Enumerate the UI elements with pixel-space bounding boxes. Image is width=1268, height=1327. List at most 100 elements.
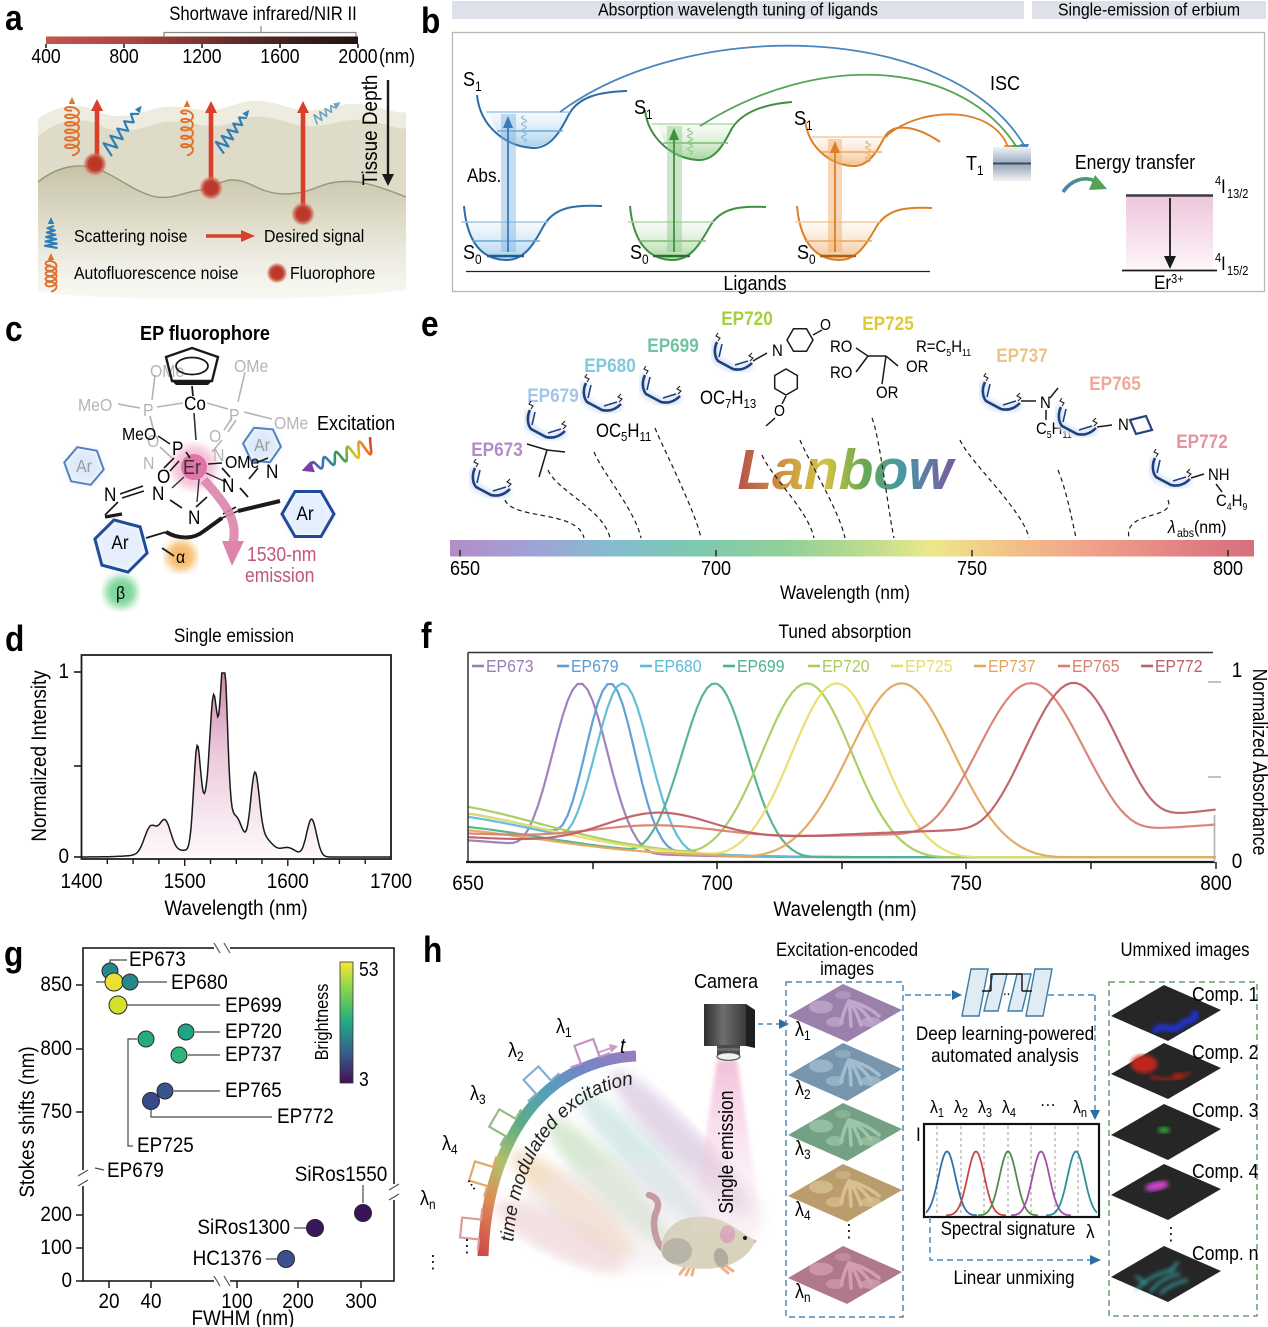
svg-text:N: N (1040, 394, 1051, 412)
svg-text:Lanbow: Lanbow (737, 438, 956, 502)
svg-text:Ar: Ar (254, 435, 270, 455)
svg-text:N: N (143, 453, 154, 473)
svg-text:I: I (1221, 252, 1226, 274)
svg-text:EP765: EP765 (1089, 372, 1141, 394)
svg-text:EP772: EP772 (1155, 656, 1203, 676)
svg-text:700: 700 (701, 872, 733, 895)
svg-text:Fluorophore: Fluorophore (290, 263, 375, 283)
svg-text:850: 850 (40, 973, 72, 996)
svg-text:Ar: Ar (76, 456, 92, 476)
svg-text:a: a (5, 0, 24, 38)
svg-text:EP fluorophore: EP fluorophore (140, 323, 270, 345)
svg-text:MeO: MeO (122, 424, 156, 444)
svg-text:abs: abs (1177, 527, 1194, 540)
svg-text:λ3: λ3 (978, 1097, 992, 1120)
svg-text:OC7H13: OC7H13 (700, 387, 756, 411)
svg-text:Normalized Intensity: Normalized Intensity (28, 669, 51, 841)
svg-text:⋮: ⋮ (1163, 1224, 1179, 1244)
svg-text:Absorption wavelength tuning o: Absorption wavelength tuning of ligands (598, 0, 878, 20)
svg-text:N: N (772, 342, 783, 360)
svg-text:0: 0 (1232, 850, 1243, 873)
svg-text:ISC: ISC (990, 73, 1020, 95)
svg-text:images: images (820, 958, 874, 979)
svg-text:Excitation: Excitation (317, 413, 395, 435)
svg-text:13/2: 13/2 (1227, 187, 1248, 201)
svg-text:O: O (147, 431, 159, 451)
svg-text:Comp. 2: Comp. 2 (1192, 1041, 1258, 1063)
svg-text:Energy transfer: Energy transfer (1075, 151, 1195, 173)
svg-text:EP765: EP765 (1072, 656, 1120, 676)
svg-text:N: N (222, 474, 234, 496)
svg-text:FWHM (nm): FWHM (nm) (192, 1307, 295, 1327)
svg-text:200: 200 (40, 1203, 72, 1226)
svg-text:EP737: EP737 (996, 344, 1048, 366)
svg-text:SiRos1300: SiRos1300 (197, 1216, 290, 1239)
svg-text:OMe: OMe (274, 413, 308, 433)
svg-text:1700: 1700 (370, 870, 412, 893)
svg-text:N: N (213, 445, 224, 465)
svg-text:1500: 1500 (164, 870, 206, 893)
svg-text:Autofluorescence noise: Autofluorescence noise (74, 263, 239, 283)
svg-text:Spectral signature: Spectral signature (941, 1218, 1076, 1239)
svg-text:100: 100 (221, 1290, 253, 1313)
svg-text:RO: RO (830, 364, 852, 382)
svg-text:OC5H11: OC5H11 (596, 420, 652, 444)
svg-text:RO: RO (830, 338, 852, 356)
svg-text:EP720: EP720 (822, 656, 870, 676)
svg-text:EP673: EP673 (486, 656, 534, 676)
svg-text:N: N (266, 460, 278, 482)
svg-text:3: 3 (359, 1068, 369, 1090)
svg-text:β: β (116, 583, 125, 603)
svg-text:⋮: ⋮ (425, 1252, 441, 1272)
svg-text:Tissue Depth: Tissue Depth (359, 75, 382, 186)
svg-text:OMe: OMe (225, 452, 259, 472)
svg-text:λ2: λ2 (508, 1040, 524, 1064)
svg-text:EP699: EP699 (647, 334, 699, 356)
svg-text:EP765: EP765 (225, 1079, 282, 1102)
svg-text:1: 1 (58, 660, 69, 683)
svg-text:Scattering noise: Scattering noise (74, 226, 187, 246)
svg-text:EP772: EP772 (277, 1105, 334, 1128)
svg-text:h: h (423, 930, 442, 970)
svg-text:λ4: λ4 (442, 1133, 458, 1157)
svg-text:λ1: λ1 (556, 1016, 572, 1040)
svg-text:Comp. 4: Comp. 4 (1192, 1160, 1258, 1182)
svg-text:Wavelength (nm): Wavelength (nm) (780, 581, 910, 603)
svg-text:Deep learning-powered: Deep learning-powered (916, 1022, 1094, 1044)
svg-text:f: f (421, 616, 432, 656)
svg-text:Comp. n: Comp. n (1192, 1242, 1258, 1264)
svg-text:P: P (229, 405, 240, 425)
svg-text:SiRos1550: SiRos1550 (295, 1163, 388, 1186)
svg-text:⋮: ⋮ (841, 1221, 857, 1241)
svg-text:EP772: EP772 (1176, 430, 1228, 452)
svg-text:R=C5H11: R=C5H11 (916, 338, 971, 358)
svg-text:Brightness: Brightness (311, 983, 332, 1060)
svg-text:c: c (5, 309, 23, 349)
svg-text:650: 650 (450, 558, 480, 580)
svg-text:EP679: EP679 (527, 384, 579, 406)
svg-text:Camera: Camera (694, 971, 758, 993)
svg-text:N: N (188, 506, 200, 528)
svg-text:1: 1 (1232, 659, 1243, 682)
svg-text:N: N (104, 483, 116, 505)
svg-text:1400: 1400 (60, 870, 102, 893)
svg-text:(nm): (nm) (379, 45, 415, 67)
svg-text:EP680: EP680 (171, 971, 228, 994)
svg-text:400: 400 (31, 45, 60, 67)
svg-text:OR: OR (876, 384, 898, 402)
svg-text:40: 40 (140, 1290, 161, 1313)
svg-text:...: ... (464, 1171, 488, 1193)
svg-text:OR: OR (906, 358, 928, 376)
svg-text:emission: emission (245, 564, 314, 586)
svg-text:800: 800 (109, 45, 138, 67)
svg-text:⋮: ⋮ (459, 1236, 475, 1256)
svg-text:Single emission: Single emission (174, 624, 294, 646)
svg-text:λ3: λ3 (470, 1083, 486, 1107)
svg-text:EP673: EP673 (471, 438, 523, 460)
svg-text:OMe: OMe (234, 356, 268, 376)
svg-text:···: ··· (1040, 1094, 1056, 1114)
svg-text:750: 750 (957, 558, 987, 580)
svg-text:1600: 1600 (267, 870, 309, 893)
svg-text:NH: NH (1208, 466, 1230, 484)
svg-text:Excitation-encoded: Excitation-encoded (776, 939, 918, 960)
